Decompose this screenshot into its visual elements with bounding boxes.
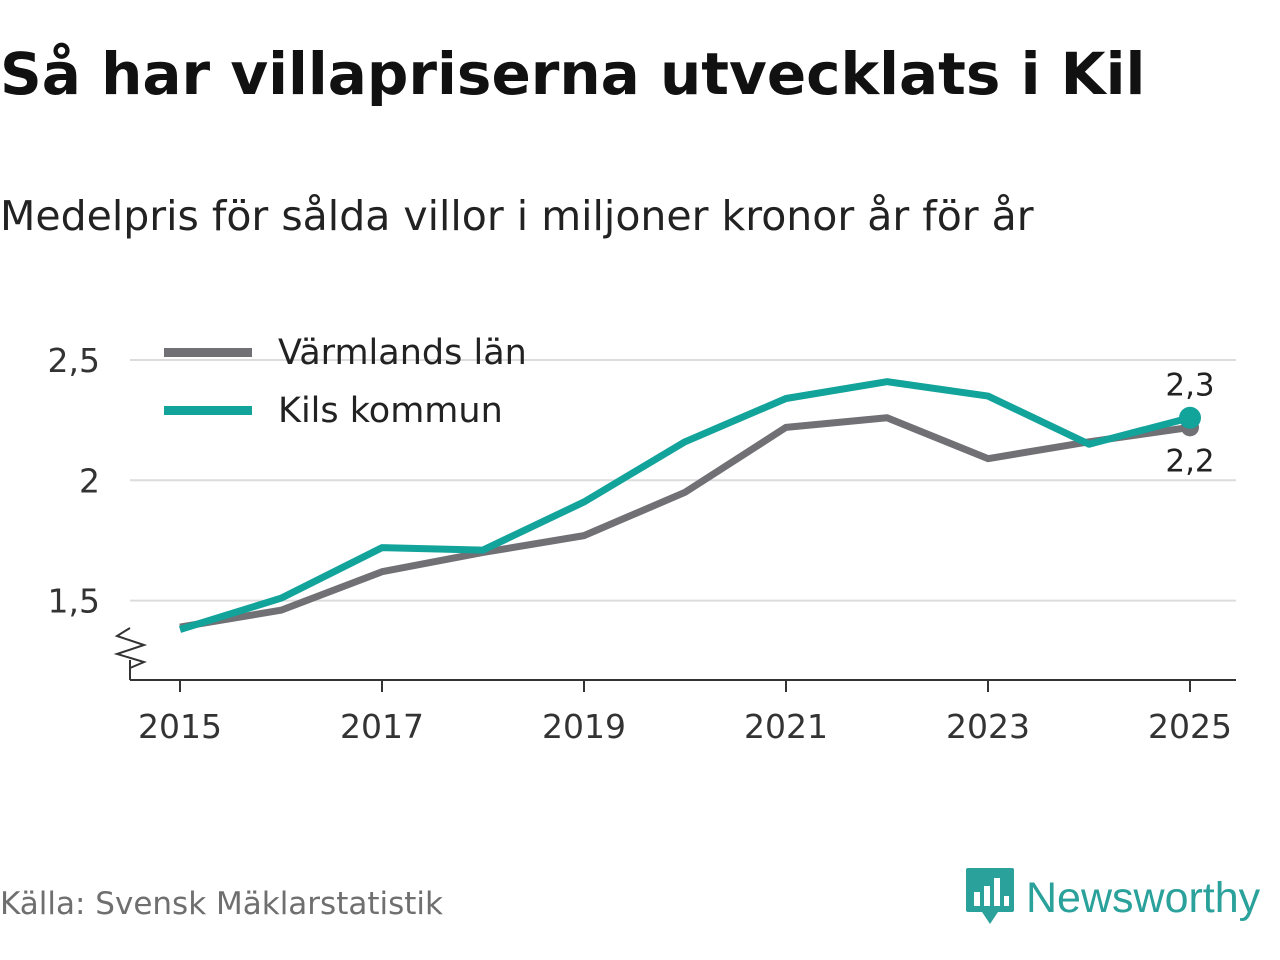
line-chart: 1,522,5 2015 2017 2019 2021 2023 2025 2,32,2 … (48, 333, 1236, 746)
source-note: Källa: Svensk Mäklarstatistik (0, 886, 443, 922)
end-labels: 2,3 2,2 (1165, 368, 1214, 480)
x-axis-ticks: 2015 2017 2019 2021 2023 2025 (138, 680, 1232, 746)
x-tick-label-0: 2015 (138, 707, 222, 746)
chart-subtitle: Medelpris för sålda villor i miljoner kr… (0, 192, 1034, 240)
series-lines (178, 378, 1191, 633)
y-tick-label-2: 2,5 (48, 341, 100, 380)
legend-swatch-1 (164, 406, 252, 415)
x-tick-label-2: 2019 (542, 707, 626, 746)
y-tick-label-0: 1,5 (48, 582, 100, 621)
legend-label-1: Kils kommun (278, 391, 503, 431)
brand-logo[interactable]: Newsworthy (964, 866, 1260, 930)
chart-title: Så har villapriserna utvecklats i Kil (0, 40, 1146, 108)
newsworthy-logo-icon (964, 866, 1016, 930)
y-axis-tick-labels: 1,5 2 2,5 (48, 341, 100, 621)
series-line-1 (178, 378, 1191, 633)
x-tick-label-3: 2021 (744, 707, 828, 746)
x-tick-label-4: 2023 (946, 707, 1030, 746)
series-line-0 (179, 414, 1191, 631)
end-points (1179, 406, 1201, 437)
axis-break-icon (113, 627, 148, 669)
legend: Värmlands län Kils kommun (164, 333, 527, 431)
brand-name: Newsworthy (1026, 873, 1261, 922)
legend-label-0: Värmlands län (278, 333, 527, 373)
end-label-1: 2,3 (1165, 368, 1214, 404)
x-tick-label-5: 2025 (1148, 707, 1232, 746)
end-point-1 (1179, 406, 1201, 429)
end-label-0: 2,2 (1165, 443, 1214, 479)
axes (113, 627, 1236, 681)
legend-swatch-0 (164, 348, 252, 357)
x-tick-label-1: 2017 (340, 707, 424, 746)
y-tick-label-1: 2 (79, 461, 100, 500)
